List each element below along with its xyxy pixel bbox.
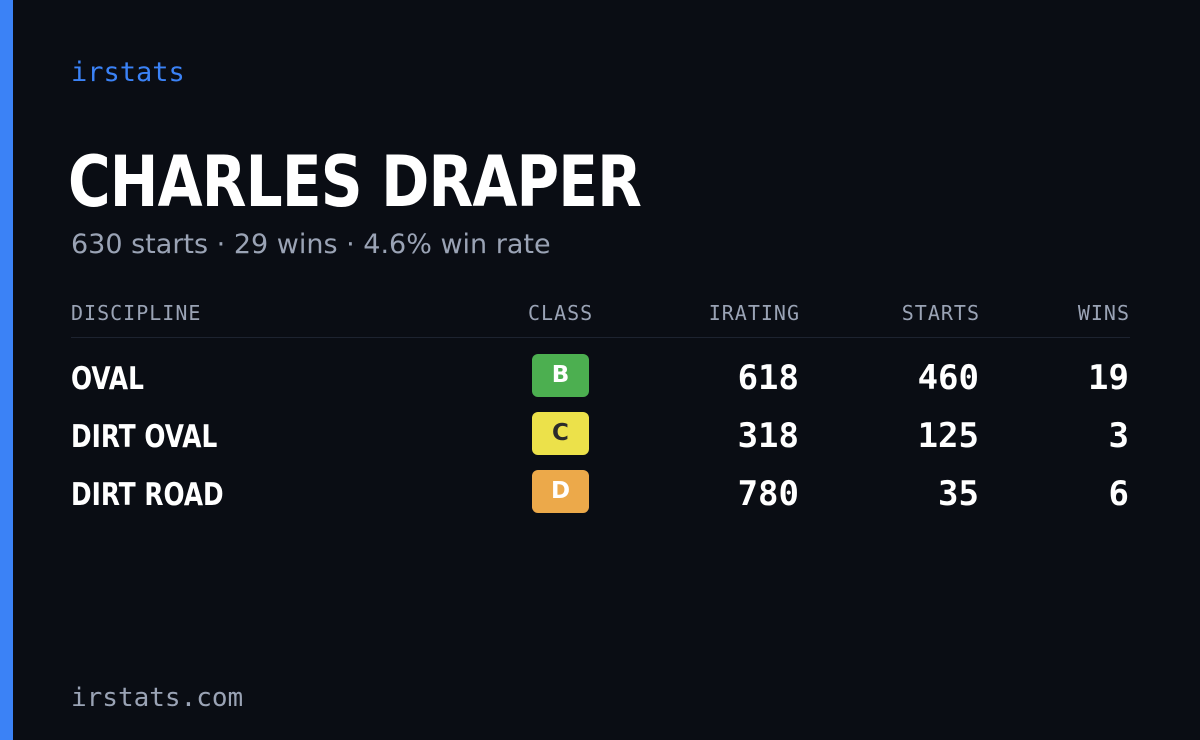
class-badge: C [532, 412, 589, 455]
class-badge: D [532, 470, 589, 513]
table-row: DIRT OVAL C 318 125 3 [71, 396, 1130, 456]
wins-value: 6 [1108, 474, 1129, 514]
wins-value: 3 [1108, 416, 1129, 456]
starts-value: 35 [938, 474, 979, 514]
table-row: OVAL B 618 460 19 [71, 338, 1130, 398]
irating-value: 780 [737, 474, 799, 514]
header-irating: IRATING [708, 301, 800, 325]
accent-bar [0, 0, 13, 740]
discipline-name: OVAL [71, 361, 144, 397]
table-header: DISCIPLINE CLASS IRATING STARTS WINS [71, 298, 1130, 338]
class-badge: B [532, 354, 589, 397]
irating-value: 318 [737, 416, 799, 456]
starts-value: 125 [917, 416, 979, 456]
header-wins: WINS [1077, 301, 1130, 325]
discipline-name: DIRT OVAL [71, 419, 218, 455]
table-row: DIRT ROAD D 780 35 6 [71, 454, 1130, 514]
driver-name: CHARLES DRAPER [68, 141, 642, 223]
starts-value: 460 [917, 358, 979, 398]
brand-logo: irstats [71, 57, 185, 88]
footer-url: irstats.com [71, 683, 244, 713]
stats-table: DISCIPLINE CLASS IRATING STARTS WINS OVA… [71, 298, 1130, 514]
irating-value: 618 [737, 358, 799, 398]
wins-value: 19 [1088, 358, 1129, 398]
driver-summary: 630 starts · 29 wins · 4.6% win rate [71, 229, 551, 260]
discipline-name: DIRT ROAD [71, 477, 224, 513]
header-starts: STARTS [901, 301, 980, 325]
header-class: CLASS [528, 301, 594, 325]
header-discipline: DISCIPLINE [71, 301, 202, 325]
